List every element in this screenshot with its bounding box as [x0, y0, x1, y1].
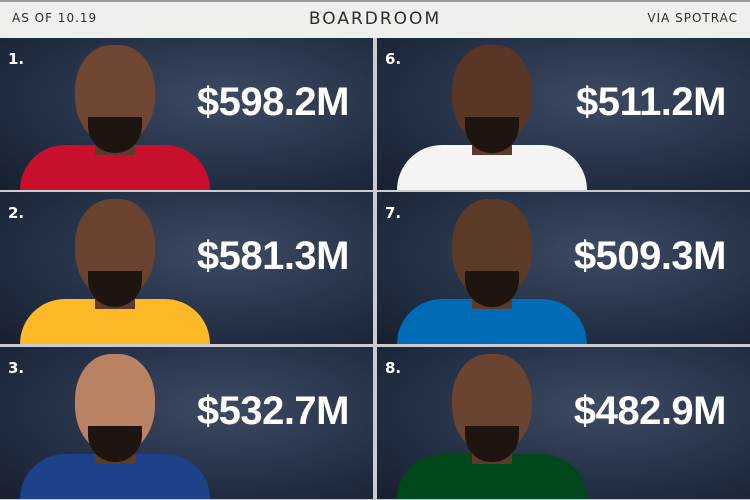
player-photo — [20, 354, 220, 499]
player-photo — [397, 199, 597, 344]
as-of-date: AS OF 10.19 — [12, 11, 98, 25]
rank-number: 8. — [385, 359, 402, 377]
rank-number: 7. — [385, 204, 402, 222]
header-bar: AS OF 10.19 BOARDROOM VIA SPOTRAC — [0, 0, 750, 38]
net-worth-amount: $482.9M — [573, 389, 727, 433]
net-worth-amount: $532.7M — [196, 389, 350, 433]
net-worth-amount: $581.3M — [196, 234, 350, 278]
source-credit: VIA SPOTRAC — [647, 11, 738, 25]
player-photo — [20, 199, 220, 344]
player-card: 7. $509.3M — [377, 192, 750, 344]
player-card: 1. $598.2M — [0, 38, 373, 190]
net-worth-amount: $598.2M — [196, 80, 350, 124]
rank-number: 3. — [8, 359, 25, 377]
player-card: 8. $482.9M — [377, 347, 750, 499]
rank-number: 2. — [8, 204, 25, 222]
rank-number: 6. — [385, 50, 402, 68]
player-photo — [397, 45, 597, 190]
brand-title: BOARDROOM — [308, 9, 442, 29]
net-worth-amount: $509.3M — [573, 234, 727, 278]
player-photo — [397, 354, 597, 499]
player-photo — [20, 45, 220, 190]
player-card: 6. $511.2M — [377, 38, 750, 190]
net-worth-amount: $511.2M — [576, 80, 726, 124]
rank-number: 1. — [8, 50, 25, 68]
player-card: 3. $532.7M — [0, 347, 373, 499]
player-card: 2. $581.3M — [0, 192, 373, 344]
